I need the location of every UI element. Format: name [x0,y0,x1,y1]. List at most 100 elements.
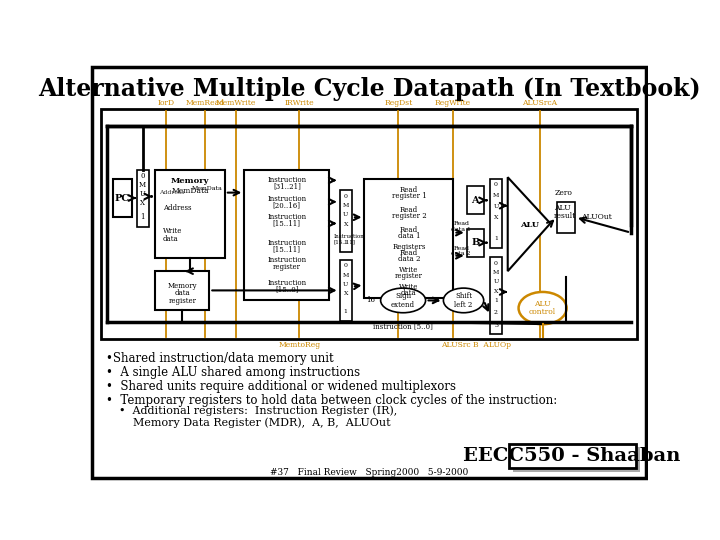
Text: 1: 1 [343,240,348,245]
Text: ALUSrcA: ALUSrcA [522,99,557,107]
Text: Instruction
[15..11]: Instruction [15..11] [333,234,364,244]
Ellipse shape [444,288,484,313]
Text: Read: Read [400,226,418,234]
Text: M: M [493,270,499,275]
Text: 1: 1 [140,213,145,221]
Bar [490,179,503,248]
Text: Instruction: Instruction [267,176,307,184]
Text: •  A single ALU shared among instructions: • A single ALU shared among instructions [106,366,359,379]
Bar [340,260,352,321]
Text: 1: 1 [494,237,498,241]
Text: X: X [140,199,145,207]
Text: [15..11]: [15..11] [273,219,301,227]
Ellipse shape [381,288,426,313]
Text: B: B [471,238,480,247]
Text: Memory Data Register (MDR),  A, B,  ALUOut: Memory Data Register (MDR), A, B, ALUOut [133,417,391,428]
Text: ALUSrc B  ALUOp: ALUSrc B ALUOp [441,341,511,349]
Text: Instruction: Instruction [267,256,307,265]
Text: M: M [139,181,146,189]
Ellipse shape [518,292,567,325]
Text: X: X [494,289,498,294]
Text: 0: 0 [494,261,498,266]
Text: [15..11]: [15..11] [273,245,301,253]
Bar [364,179,454,298]
Text: EECC550 - Shaaban: EECC550 - Shaaban [464,447,680,465]
Text: Instruction: Instruction [267,195,307,203]
Text: Alternative Multiple Cycle Datapath (In Textbook): Alternative Multiple Cycle Datapath (In … [37,77,701,102]
Text: register: register [168,297,197,305]
Text: Read: Read [400,249,418,256]
Text: IorD: IorD [158,99,174,107]
Bar [101,110,637,339]
Text: Memory: Memory [168,282,197,290]
Text: ALU: ALU [554,204,571,212]
Text: 0: 0 [140,172,145,180]
Text: Zero: Zero [554,188,572,197]
Text: Read: Read [400,206,418,213]
Text: U: U [343,282,348,287]
Text: IRWrite: IRWrite [284,99,314,107]
Text: instruction [5..0]: instruction [5..0] [373,322,433,330]
Text: 16: 16 [366,296,375,305]
Text: data 2: data 2 [397,255,420,263]
Text: Write: Write [399,266,418,274]
Text: 2: 2 [494,310,498,315]
Bar [244,170,330,300]
Bar [467,186,484,214]
Text: Address: Address [159,190,184,195]
Text: MemData: MemData [192,186,222,191]
Text: data: data [174,289,190,298]
Bar [155,271,210,309]
Bar [513,448,640,472]
Text: [15..0]: [15..0] [275,286,299,294]
Text: ALUOut: ALUOut [581,213,612,221]
Text: data: data [401,289,417,296]
Text: [31..21]: [31..21] [273,183,301,191]
Text: •Shared instruction/data memory unit: •Shared instruction/data memory unit [106,352,333,365]
Text: Shift
left 2: Shift left 2 [454,292,473,309]
Polygon shape [508,177,550,271]
Text: PC: PC [115,193,130,202]
Text: •  Additional registers:  Instruction Register (IR),: • Additional registers: Instruction Regi… [120,406,397,416]
Text: Write
data: Write data [163,227,182,243]
Text: ALU: ALU [520,221,539,229]
Text: RegDst: RegDst [384,99,413,107]
Text: MemWrite: MemWrite [215,99,256,107]
Text: A: A [472,196,479,205]
Text: [20..16]: [20..16] [273,201,301,209]
Bar [137,170,149,227]
Text: X: X [343,291,348,296]
Text: M: M [343,273,349,278]
Text: Sign
extend: Sign extend [391,292,415,309]
Text: U: U [343,212,348,218]
Text: •  Temporary registers to hold data between clock cycles of the instruction:: • Temporary registers to hold data betwe… [106,394,557,407]
Text: M: M [343,203,349,208]
Text: Read: Read [400,186,418,193]
Text: register 1: register 1 [392,192,426,200]
Text: U: U [493,204,499,209]
Bar [467,229,484,256]
Bar [508,444,636,468]
Text: Read
data 1: Read data 1 [451,221,471,232]
Text: Registers: Registers [392,242,426,251]
Text: data 1: data 1 [397,232,420,240]
Text: X: X [343,222,348,227]
Text: #37   Final Review   Spring2000   5-9-2000: #37 Final Review Spring2000 5-9-2000 [270,468,468,477]
Bar [490,257,503,334]
Text: ALU
control: ALU control [529,300,556,316]
Text: 32: 32 [431,296,440,305]
Text: Write: Write [399,282,418,291]
Bar [155,170,225,258]
Text: U: U [140,190,145,198]
Bar [340,190,352,252]
Text: RegWrite: RegWrite [435,99,471,107]
Bar [113,179,132,217]
Text: register: register [273,262,301,271]
Text: Instruction: Instruction [267,213,307,221]
Text: register 2: register 2 [392,212,426,220]
Text: 0: 0 [494,183,498,187]
Text: Address: Address [163,204,192,212]
Text: Read
cata 2: Read cata 2 [451,246,471,256]
Text: Instruction: Instruction [267,239,307,247]
Text: MemRead: MemRead [185,99,224,107]
